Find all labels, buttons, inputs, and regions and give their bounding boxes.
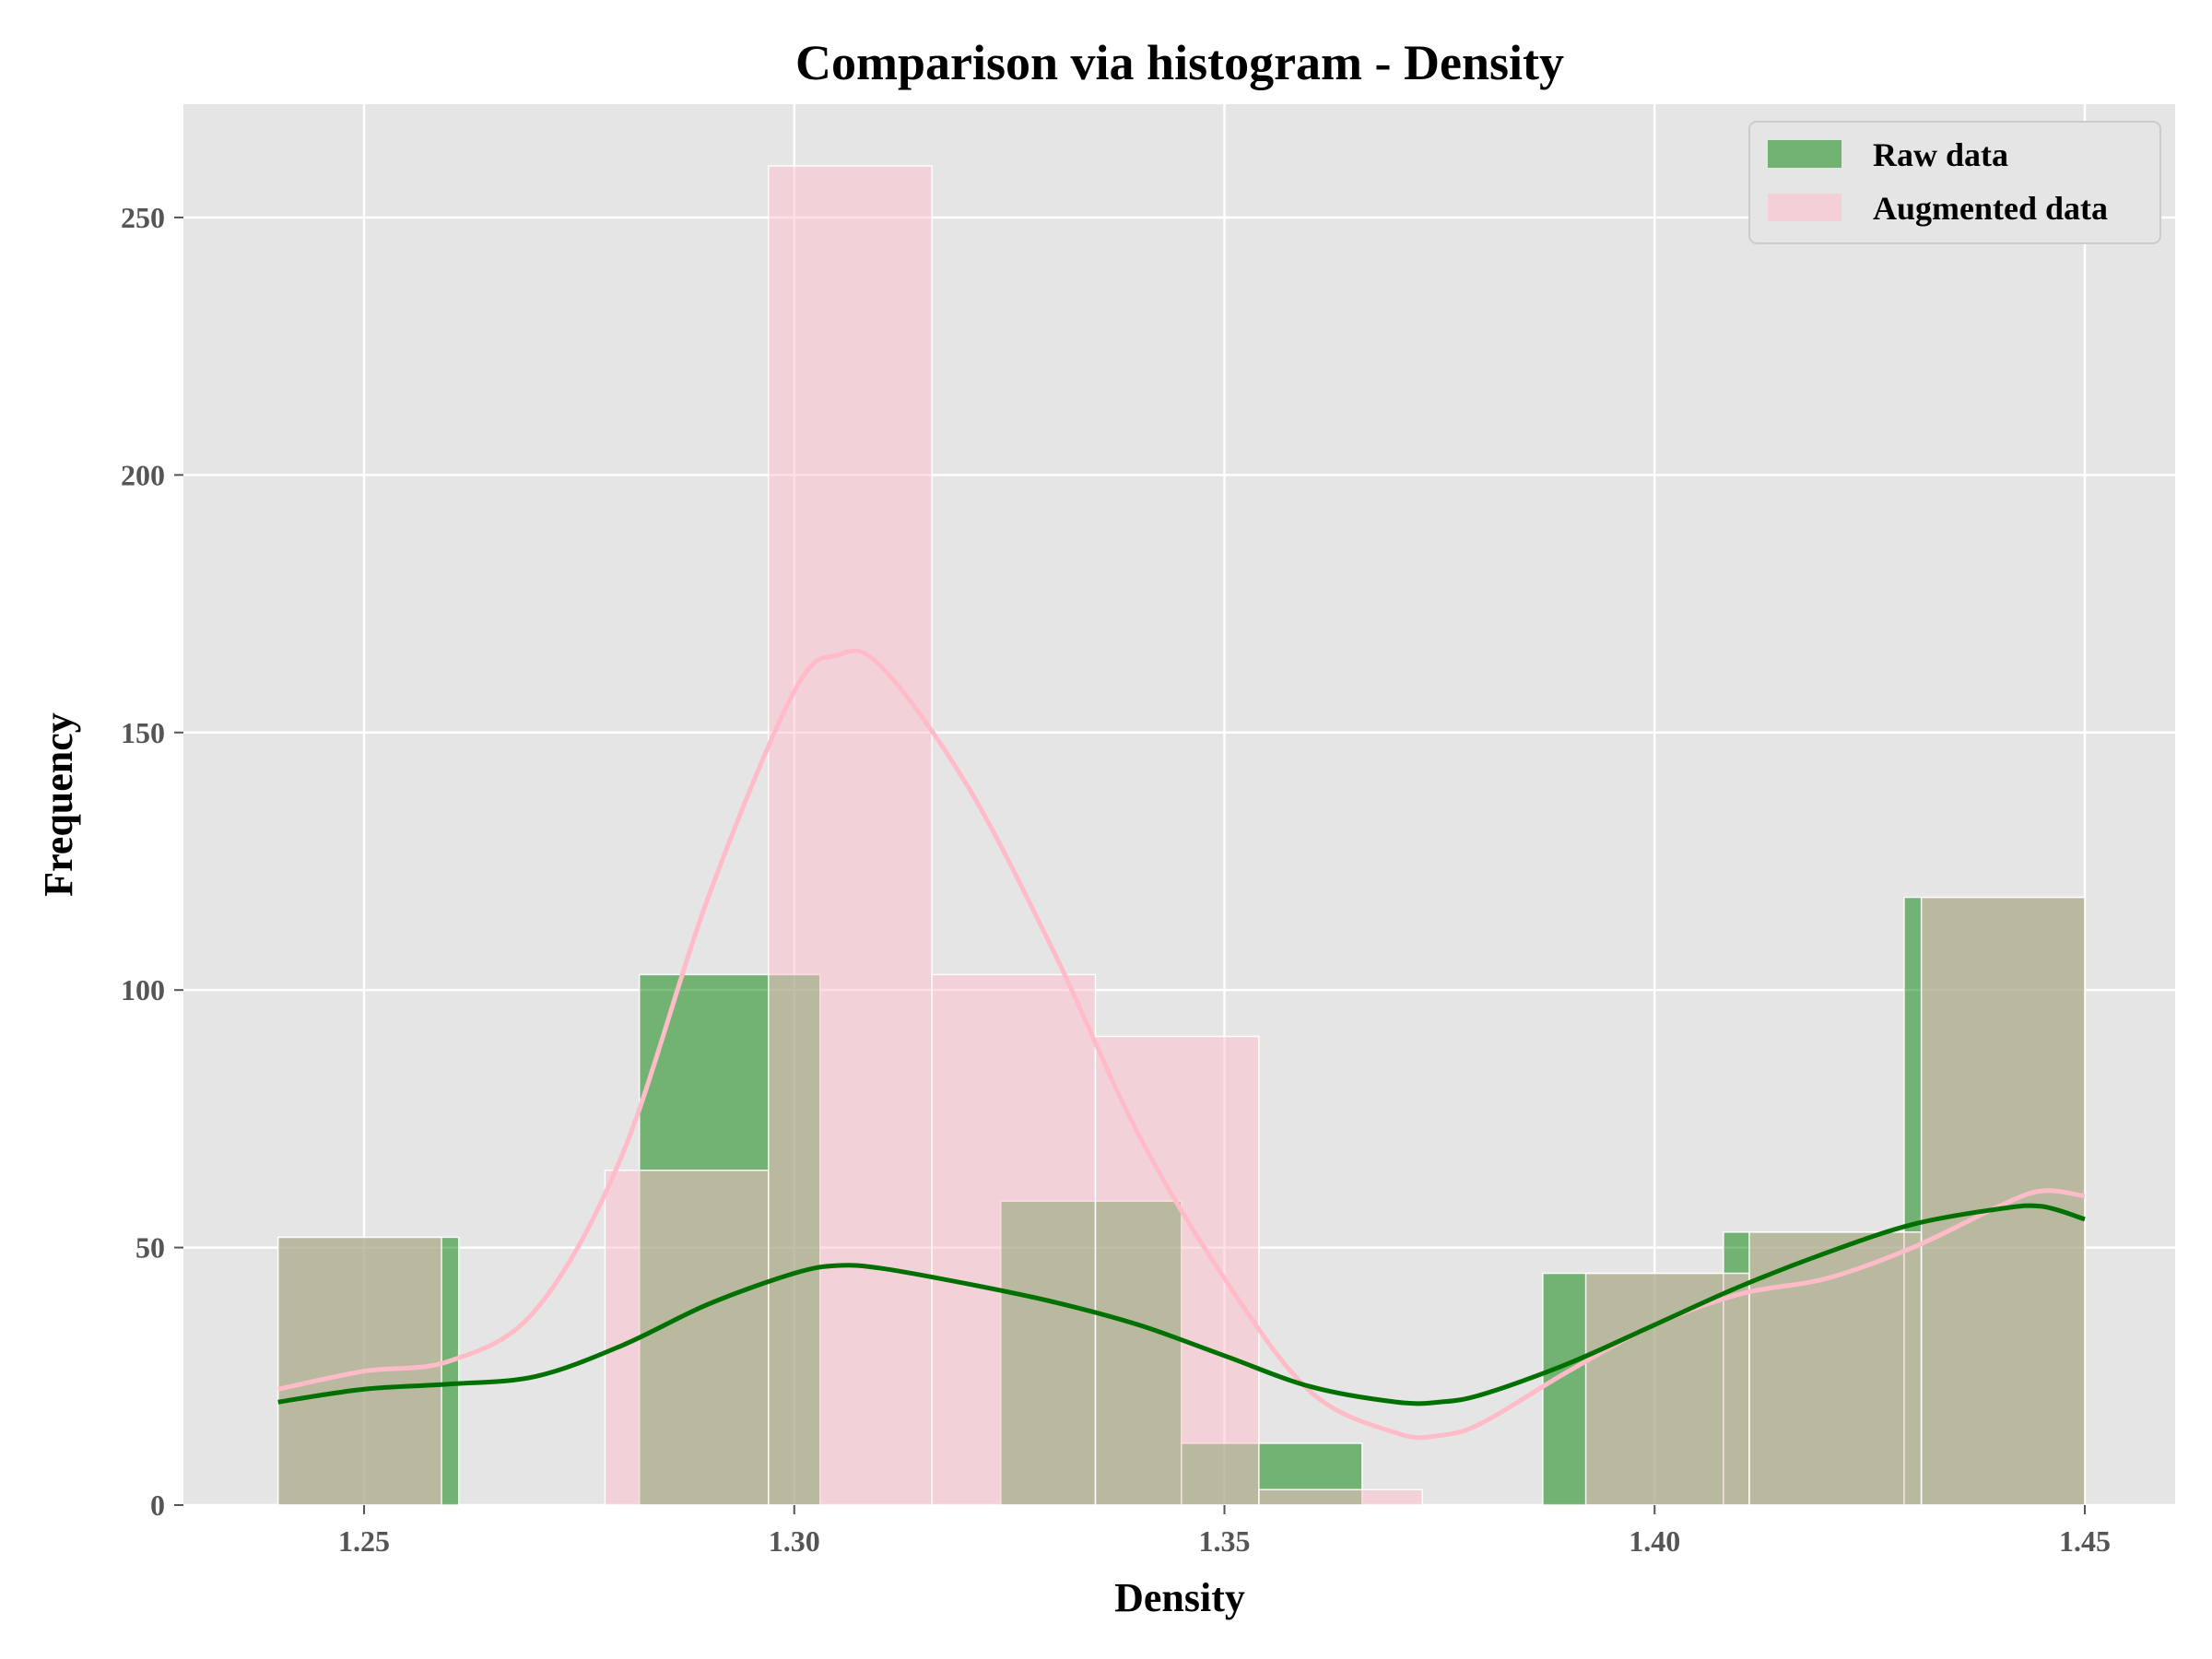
kde-lines (277, 648, 2086, 1441)
augmented-bar-1 (604, 1170, 770, 1506)
augmented-bar-4 (1094, 1035, 1260, 1506)
y-tick-label-3: 150 (121, 716, 165, 749)
x-tick-label-1: 1.30 (769, 1524, 820, 1558)
augmented-bar-6 (1584, 1272, 1750, 1506)
y-axis-ticks: 0 50 100 150 200 250 (121, 201, 183, 1522)
y-tick-label-0: 0 (150, 1488, 165, 1522)
x-tick-label-2: 1.35 (1199, 1524, 1251, 1558)
y-tick-label-5: 250 (121, 201, 165, 234)
x-tick-label-0: 1.25 (338, 1524, 390, 1558)
augmented-kde-line (277, 648, 2086, 1441)
augmented-bar-2 (768, 165, 933, 1506)
chart-title: Comparison via histogram - Density (795, 35, 1564, 90)
y-tick-label-2: 100 (121, 973, 165, 1006)
x-tick-label-3: 1.40 (1629, 1524, 1680, 1558)
y-tick-label-1: 50 (135, 1231, 165, 1265)
x-tick-label-4: 1.45 (2059, 1524, 2111, 1558)
legend-swatch-raw (1768, 140, 1841, 168)
legend-label-raw: Raw data (1873, 136, 2008, 173)
legend-label-augmented: Augmented data (1873, 190, 2108, 227)
augmented-bar-5 (1258, 1488, 1423, 1506)
x-axis-label: Density (1114, 1575, 1245, 1620)
augmented-bar-8 (1920, 896, 2086, 1506)
x-axis-ticks: 1.25 1.30 1.35 1.40 1.45 (338, 1505, 2111, 1558)
y-axis-label: Frequency (36, 712, 81, 897)
legend-swatch-augmented (1768, 194, 1841, 221)
legend-box (1748, 121, 2161, 244)
augmented-bar-3 (931, 973, 1097, 1506)
y-tick-label-4: 200 (121, 458, 165, 491)
raw-kde-line (277, 1203, 2086, 1406)
legend: Raw data Augmented data (1748, 121, 2161, 244)
